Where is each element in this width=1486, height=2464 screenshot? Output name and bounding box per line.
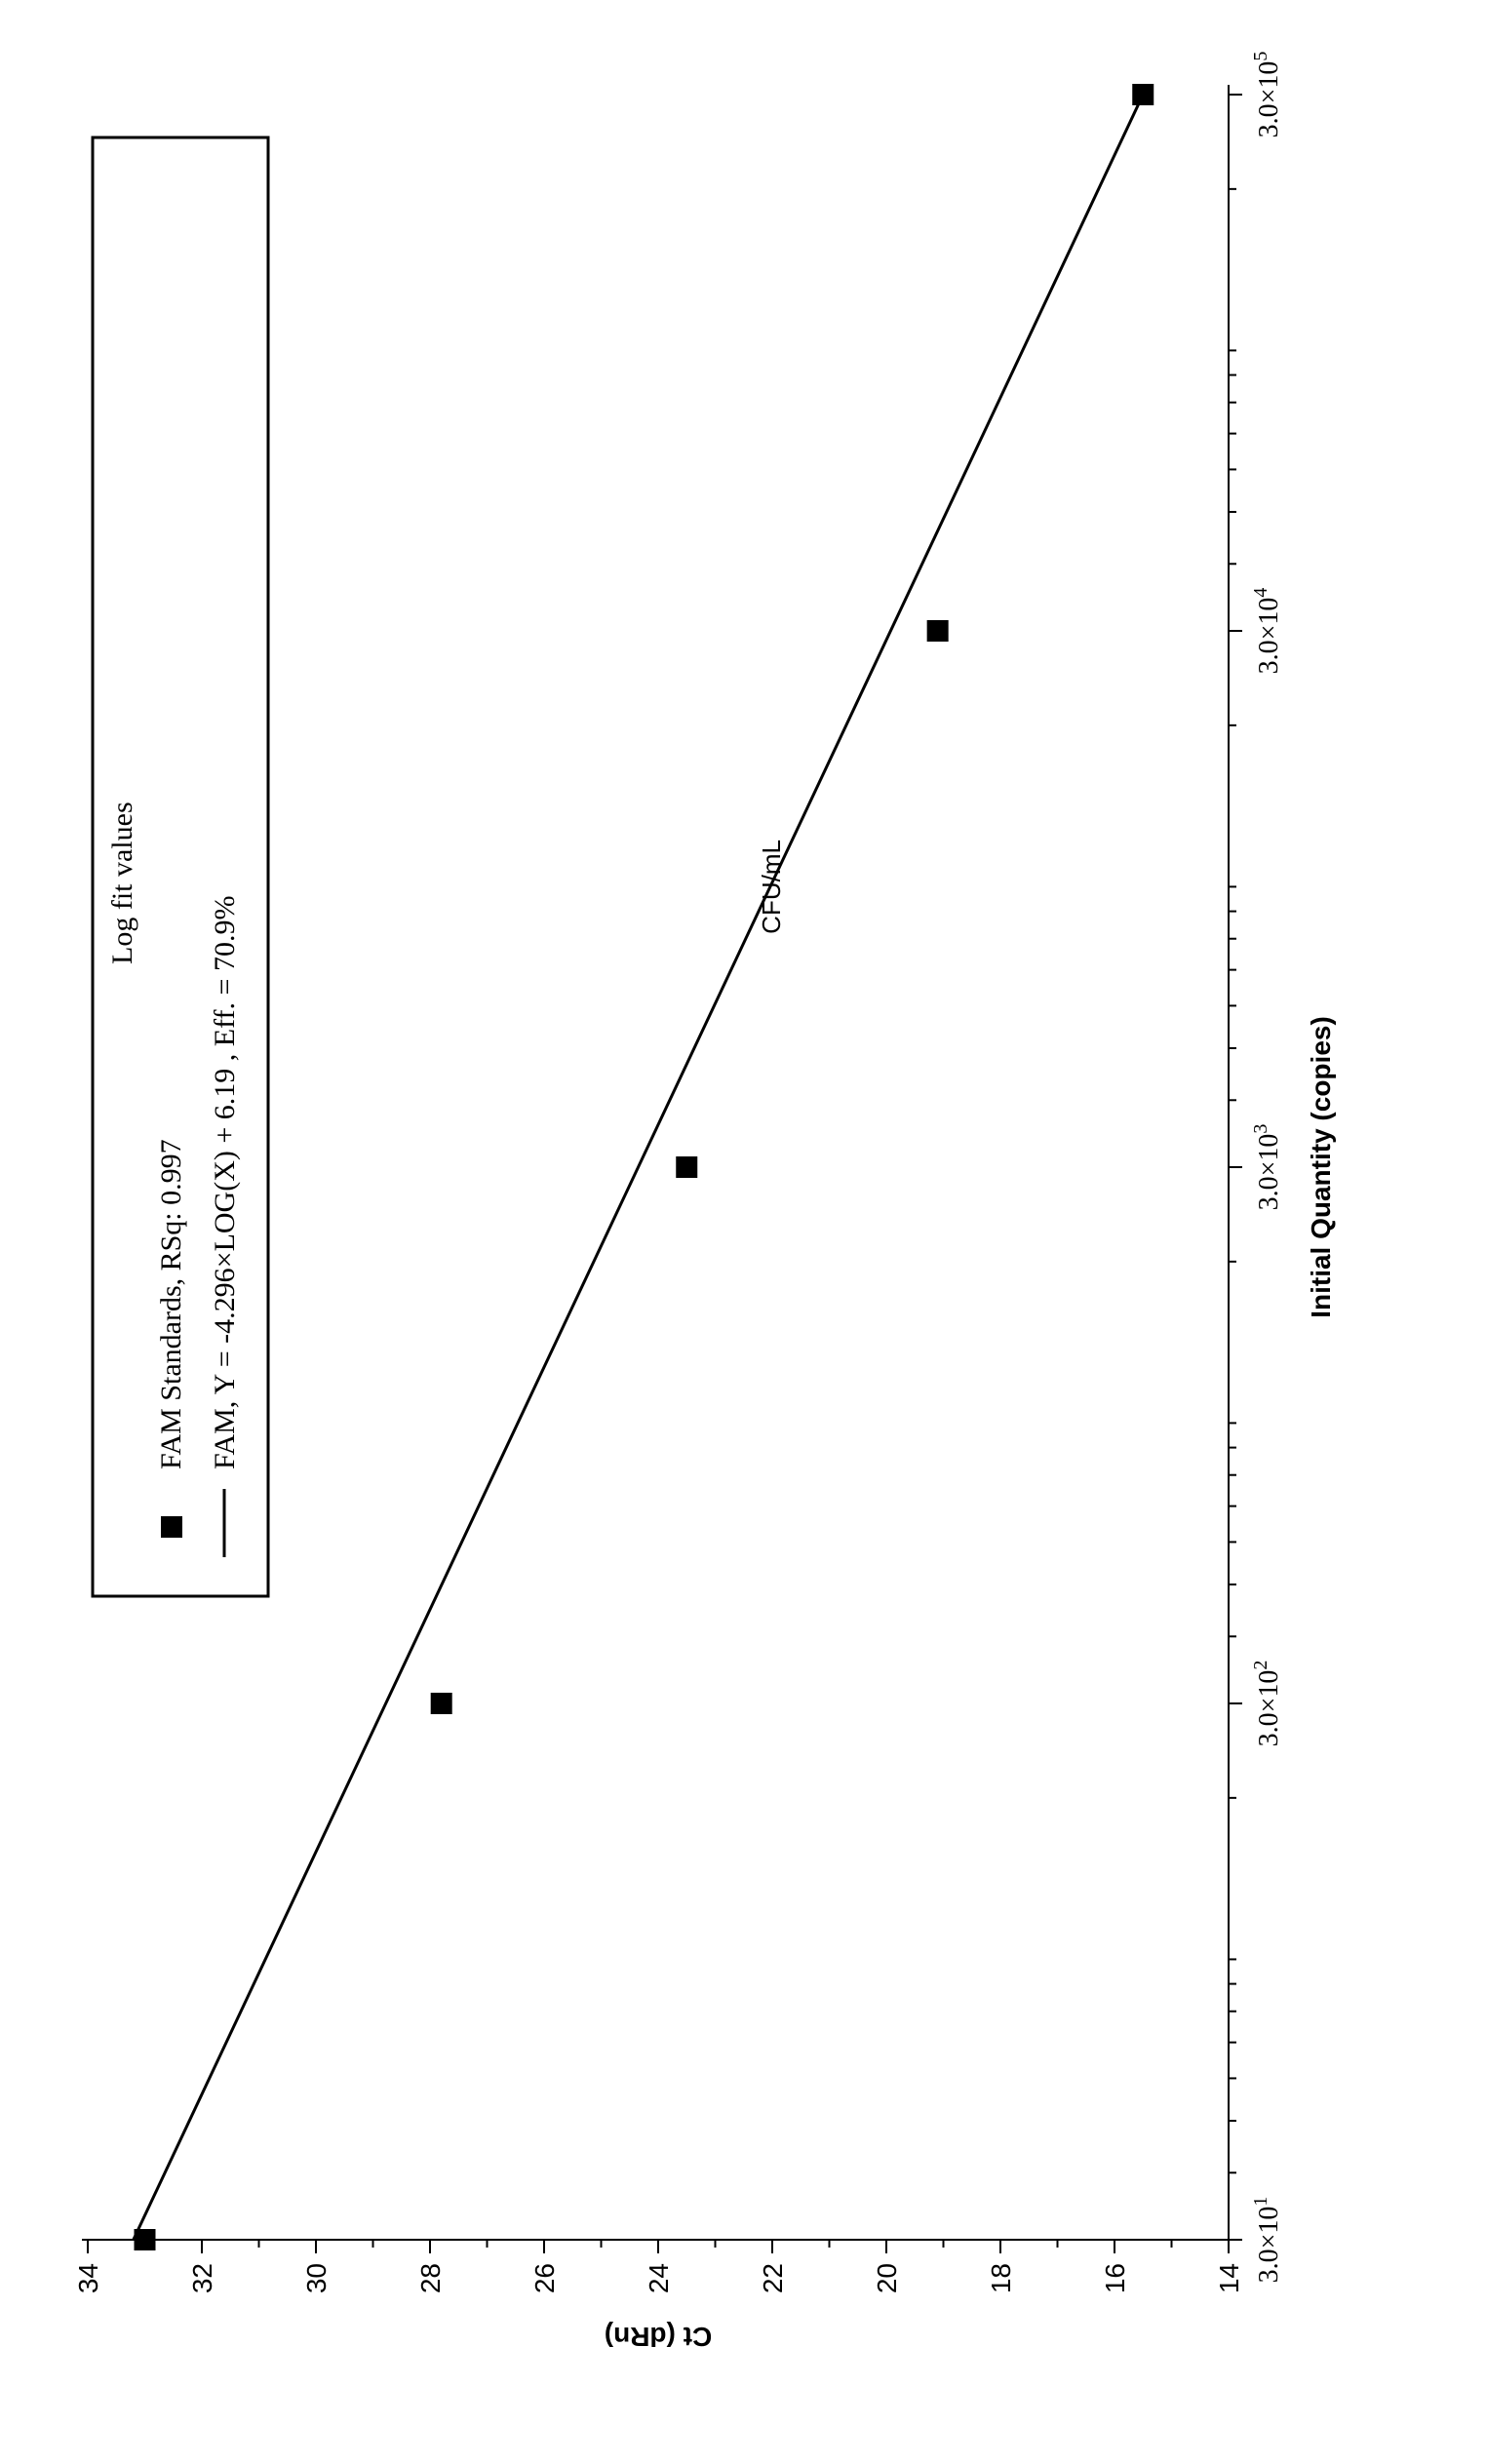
y-tick-label: 34 (73, 2263, 103, 2293)
data-point (1132, 84, 1154, 105)
x-axis-label: Initial Quantity (copies) (1306, 1016, 1336, 1318)
legend-marker-icon (161, 1516, 182, 1538)
x-tick-label: 3.0×101 (1250, 2197, 1284, 2284)
y-tick-label: 20 (872, 2263, 902, 2293)
legend-entry-fit: FAM, Y = -4.296×LOG(X) + 6.19 , Eff. = 7… (209, 896, 241, 1469)
data-point (135, 2229, 156, 2250)
legend-title: Log fit values (106, 802, 138, 964)
legend-entry-standards: FAM Standards, RSq: 0.997 (155, 1139, 187, 1469)
fit-line (134, 95, 1143, 2240)
x-tick-label: 3.0×102 (1250, 1661, 1284, 1747)
data-point (431, 1693, 452, 1714)
plot-area: 14 16 18 20 22 24 26 28 30 32 34 3.0×101 3.0×102 3.0×… (73, 52, 1336, 2352)
standard-curve-chart: 14 16 18 20 22 24 26 28 30 32 34 3.0×101 3.0×102 3.0×… (0, 0, 1486, 2464)
y-tick-label: 14 (1214, 2263, 1244, 2293)
mid-label: CFU/mL (757, 840, 786, 934)
data-point (927, 620, 949, 642)
y-tick-label: 16 (1100, 2263, 1130, 2293)
y-tick-label: 32 (187, 2263, 217, 2293)
y-tick-label: 30 (301, 2263, 332, 2293)
y-tick-label: 22 (758, 2263, 788, 2293)
y-axis-label: Ct (dRn) (605, 2322, 712, 2352)
y-tick-label: 18 (986, 2263, 1016, 2293)
y-tick-label: 24 (644, 2263, 674, 2293)
y-tick-label: 26 (529, 2263, 560, 2293)
y-tick-label: 28 (415, 2263, 446, 2293)
x-tick-label: 3.0×103 (1250, 1124, 1284, 1211)
data-point (676, 1156, 697, 1178)
x-tick-label: 3.0×105 (1250, 52, 1284, 138)
x-tick-label: 3.0×104 (1250, 588, 1284, 675)
